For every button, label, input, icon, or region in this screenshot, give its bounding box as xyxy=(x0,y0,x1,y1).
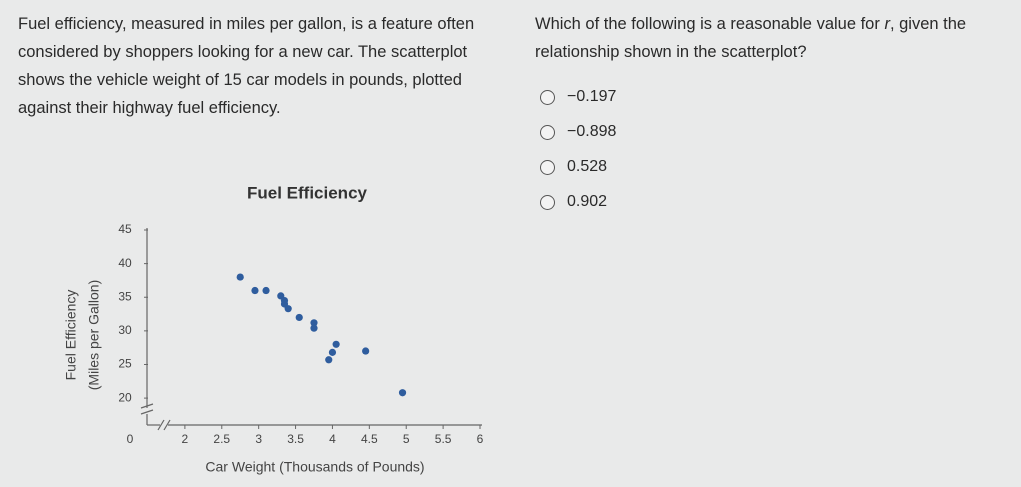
point xyxy=(262,286,270,295)
option-text: 0.902 xyxy=(567,193,608,210)
point xyxy=(310,324,318,332)
question: Which of the following is a reasonable v… xyxy=(535,10,1015,66)
x-tick-label: 3 xyxy=(255,432,262,446)
y-tick-label: 30 xyxy=(118,323,132,337)
radio-button[interactable] xyxy=(540,89,555,105)
x-tick-label: 5.5 xyxy=(435,432,452,446)
x-tick-label: 5 xyxy=(403,432,410,446)
point xyxy=(236,273,244,281)
point xyxy=(310,319,318,327)
option-text: 0.528 xyxy=(567,158,608,175)
point xyxy=(295,313,303,322)
radio-button[interactable] xyxy=(540,194,555,210)
x-origin-label: 0 xyxy=(127,432,134,446)
radio-button[interactable] xyxy=(540,124,555,140)
point xyxy=(280,297,289,305)
y-tick-label: 20 xyxy=(118,390,132,404)
point xyxy=(284,305,292,313)
x-tick-label: 2 xyxy=(182,432,189,446)
option[interactable]: −0.197 xyxy=(540,88,616,106)
point xyxy=(332,340,340,348)
x-tick-label: 3.5 xyxy=(287,432,304,446)
y-tick-label: 35 xyxy=(118,289,132,303)
option[interactable]: 0.902 xyxy=(540,193,607,211)
point xyxy=(398,389,407,397)
x-axis-label: Car Weight (Thousands of Pounds) xyxy=(205,459,424,475)
question-variable: r xyxy=(884,15,890,33)
y-tick-label: 40 xyxy=(118,256,132,270)
y-axis-label: (Miles per Gallon) xyxy=(86,280,102,390)
question-text: Which of the following is a reasonable v… xyxy=(535,15,885,33)
x-tick-label: 6 xyxy=(477,432,484,446)
y-axis-label: Fuel Efficiency xyxy=(63,290,79,381)
x-tick-label: 4.5 xyxy=(361,432,378,446)
option[interactable]: 0.528 xyxy=(540,158,607,176)
x-tick-label: 4 xyxy=(329,432,336,446)
point xyxy=(328,348,337,356)
point xyxy=(325,356,333,364)
radio-button[interactable] xyxy=(540,159,555,175)
y-tick-label: 45 xyxy=(118,222,132,236)
question-text: , given the relationship shown in the sc… xyxy=(535,15,967,61)
axes xyxy=(140,228,482,431)
y-tick-label: 25 xyxy=(118,357,132,371)
point xyxy=(362,347,370,355)
passage: Fuel efficiency, measured in miles per g… xyxy=(18,15,475,117)
option[interactable]: −0.898 xyxy=(540,123,616,141)
chart-title: Fuel Efficiency xyxy=(247,183,368,202)
point xyxy=(251,286,259,295)
x-tick-label: 2.5 xyxy=(213,432,230,446)
option-text: −0.898 xyxy=(567,123,617,140)
option-text: −0.197 xyxy=(567,88,617,105)
